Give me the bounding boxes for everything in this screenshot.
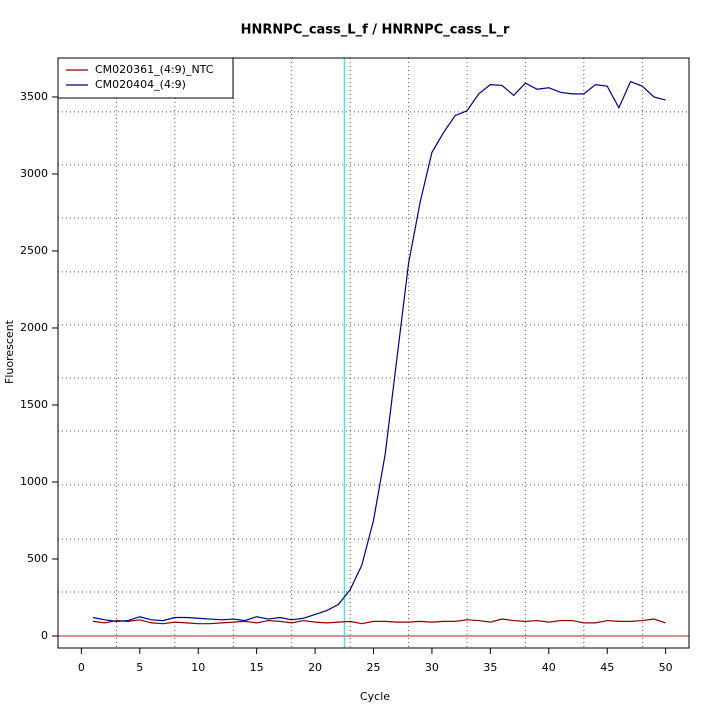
x-tick-label: 35 (483, 661, 497, 674)
legend-box (57, 57, 234, 99)
plot-frame (57, 57, 690, 649)
x-tick-label: 10 (191, 661, 205, 674)
x-tick-label: 50 (659, 661, 673, 674)
x-tick-label: 15 (250, 661, 264, 674)
y-axis-label: Fluorescent (3, 319, 16, 384)
y-tick-label: 1500 (20, 398, 48, 411)
y-tick-label: 2000 (20, 321, 48, 334)
y-tick-label: 3500 (20, 90, 48, 103)
x-tick-label: 25 (367, 661, 381, 674)
y-tick-label: 500 (27, 552, 48, 565)
legend-label: CM020361_(4:9)_NTC (95, 63, 214, 76)
x-axis-label: Cycle (360, 690, 390, 703)
chart-title: HNRNPC_cass_L_f / HNRNPC_cass_L_r (241, 23, 510, 38)
y-tick-label: 0 (41, 629, 48, 642)
series-line (92, 618, 666, 625)
y-tick-label: 3000 (20, 167, 48, 180)
legend-label: CM020404_(4:9) (95, 78, 186, 91)
x-tick-label: 5 (136, 661, 143, 674)
y-tick-label: 1000 (20, 475, 48, 488)
x-tick-label: 40 (542, 661, 556, 674)
x-tick-label: 20 (308, 661, 322, 674)
y-tick-label: 2500 (20, 244, 48, 257)
x-tick-label: 0 (78, 661, 85, 674)
x-tick-label: 45 (600, 661, 614, 674)
series-line (92, 80, 666, 622)
x-tick-label: 30 (425, 661, 439, 674)
